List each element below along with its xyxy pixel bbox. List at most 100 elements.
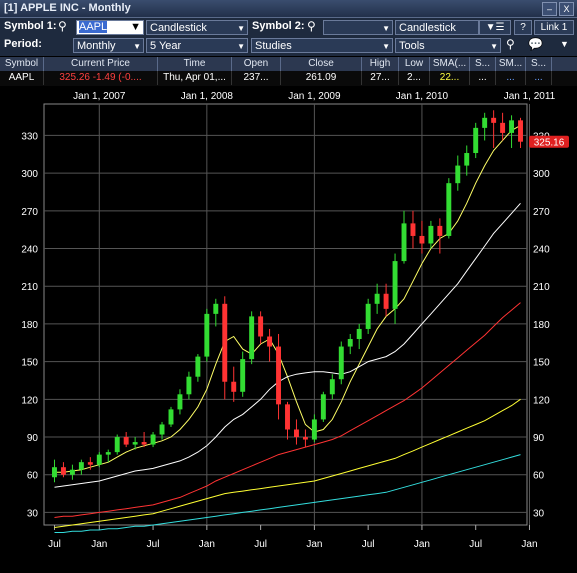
- tools-value: Tools: [399, 40, 425, 52]
- window-title: [1] APPLE INC - Monthly: [4, 2, 131, 14]
- price-tag-label: 325.16: [534, 138, 565, 149]
- price-tag: [529, 135, 569, 148]
- symbol1-input[interactable]: AAPL ▼: [76, 20, 144, 35]
- candle-body: [365, 303, 371, 329]
- chevron-down-icon: ▼: [382, 42, 390, 51]
- cell-sma4: ...: [526, 71, 552, 85]
- candle-body: [150, 434, 156, 445]
- range-select[interactable]: 5 Year ▼: [146, 38, 248, 53]
- x-bottom-label: Jan: [91, 539, 107, 550]
- header-time[interactable]: Time: [158, 57, 232, 71]
- header-symbol[interactable]: Symbol: [0, 57, 44, 71]
- candle-body: [464, 153, 470, 166]
- period-select[interactable]: Monthly ▼: [73, 38, 144, 53]
- candle-body: [267, 336, 273, 347]
- candle-body: [60, 467, 66, 475]
- menu-button[interactable]: ▼☰: [479, 20, 511, 35]
- comment-icon[interactable]: 💬: [528, 37, 543, 51]
- y-tick-label-left: 150: [21, 358, 38, 369]
- chart-type2-select[interactable]: Candlestick: [395, 20, 479, 35]
- y-tick-label-right: 210: [533, 282, 550, 293]
- candle-body: [114, 437, 120, 453]
- price-chart[interactable]: 30 30 60 60 90 90 120 120 150 150 180 180 210 210 240 2…: [0, 86, 577, 573]
- candle-body: [123, 437, 129, 445]
- header-close[interactable]: Close: [281, 57, 362, 71]
- candle-body: [347, 339, 353, 347]
- candle-body: [419, 235, 425, 244]
- header-current-price[interactable]: Current Price: [44, 57, 158, 71]
- header-low[interactable]: Low: [399, 57, 430, 71]
- x-bottom-label: Jan: [199, 539, 215, 550]
- cell-close: 261.09: [281, 71, 362, 85]
- studies-select[interactable]: Studies ▼: [251, 38, 393, 53]
- candle-body: [52, 467, 57, 478]
- x-bottom-label: Jul: [362, 539, 375, 550]
- header-sma3[interactable]: SM...: [496, 57, 526, 71]
- period-value: Monthly: [77, 40, 116, 52]
- candle-body: [87, 462, 93, 465]
- y-tick-label-left: 30: [27, 508, 39, 519]
- candle-body: [329, 379, 335, 395]
- candle-body: [222, 303, 228, 382]
- quote-row[interactable]: AAPL 325.26 -1.49 (-0.... Thu, Apr 01,..…: [0, 71, 577, 86]
- chevron-down-icon: ▼: [133, 42, 141, 51]
- candle-body: [392, 261, 398, 309]
- candle-body: [518, 120, 523, 142]
- y-tick-label-left: 330: [21, 131, 38, 142]
- x-top-label: Jan 1, 2007: [73, 91, 126, 102]
- candle-body: [455, 165, 461, 184]
- y-tick-label-left: 210: [21, 282, 38, 293]
- candle-body: [159, 424, 165, 435]
- candle-body: [293, 429, 299, 438]
- sma-line: [54, 454, 521, 533]
- search-icon[interactable]: ⚲: [307, 19, 316, 33]
- candle-body: [78, 462, 84, 470]
- candle-body: [437, 225, 443, 236]
- candle-body: [320, 394, 326, 420]
- link-button[interactable]: Link 1: [534, 20, 574, 35]
- symbol2-input[interactable]: ▼: [323, 20, 393, 35]
- tools-select[interactable]: Tools ▼: [395, 38, 501, 53]
- candle-body: [383, 293, 389, 309]
- range-value: 5 Year: [150, 40, 182, 52]
- quote-header: Symbol Current Price Time Open Close Hig…: [0, 57, 577, 71]
- header-sma1[interactable]: SMA(...: [430, 57, 470, 71]
- chevron-down-icon[interactable]: ▼: [560, 39, 569, 49]
- close-button[interactable]: X: [559, 2, 574, 16]
- candle-body: [132, 442, 138, 445]
- header-high[interactable]: High: [362, 57, 399, 71]
- chevron-down-icon[interactable]: ▼: [130, 21, 141, 33]
- x-bottom-label: Jan: [306, 539, 322, 550]
- help-button[interactable]: ?: [514, 20, 532, 35]
- zoom-icon[interactable]: ⚲: [506, 37, 515, 51]
- x-bottom-label: Jul: [469, 539, 482, 550]
- header-open[interactable]: Open: [232, 57, 281, 71]
- candle-body: [311, 419, 317, 440]
- symbol1-value: AAPL: [79, 21, 108, 33]
- candle-body: [186, 376, 192, 395]
- header-sma2[interactable]: S...: [470, 57, 496, 71]
- cell-symbol: AAPL: [0, 71, 44, 85]
- y-tick-label-right: 240: [533, 245, 550, 256]
- minimize-button[interactable]: –: [542, 2, 557, 16]
- x-bottom-label: Jul: [48, 539, 61, 550]
- toolbar-symbols: Symbol 1: ⚲ AAPL ▼ Candlestick ▼ Symbol 2:…: [0, 18, 577, 37]
- symbol2-label: Symbol 2:: [252, 20, 305, 32]
- sma-line: [54, 202, 521, 488]
- y-tick-label-left: 300: [21, 169, 38, 180]
- candle-body: [482, 117, 488, 128]
- x-top-label: Jan 1, 2011: [504, 91, 556, 102]
- y-tick-label-left: 240: [21, 245, 38, 256]
- cell-low: 2...: [399, 71, 430, 85]
- candle-body: [240, 359, 246, 392]
- x-top-label: Jan 1, 2009: [288, 91, 341, 102]
- candle-body: [213, 303, 219, 314]
- x-top-label: Jan 1, 2008: [181, 91, 234, 102]
- y-tick-label-right: 270: [533, 207, 550, 218]
- search-icon[interactable]: ⚲: [58, 19, 67, 33]
- candle-body: [285, 404, 290, 430]
- chart-type1-select[interactable]: Candlestick ▼: [146, 20, 248, 35]
- header-sma4[interactable]: S...: [526, 57, 552, 71]
- candle-body: [374, 293, 380, 304]
- candle-body: [231, 381, 237, 392]
